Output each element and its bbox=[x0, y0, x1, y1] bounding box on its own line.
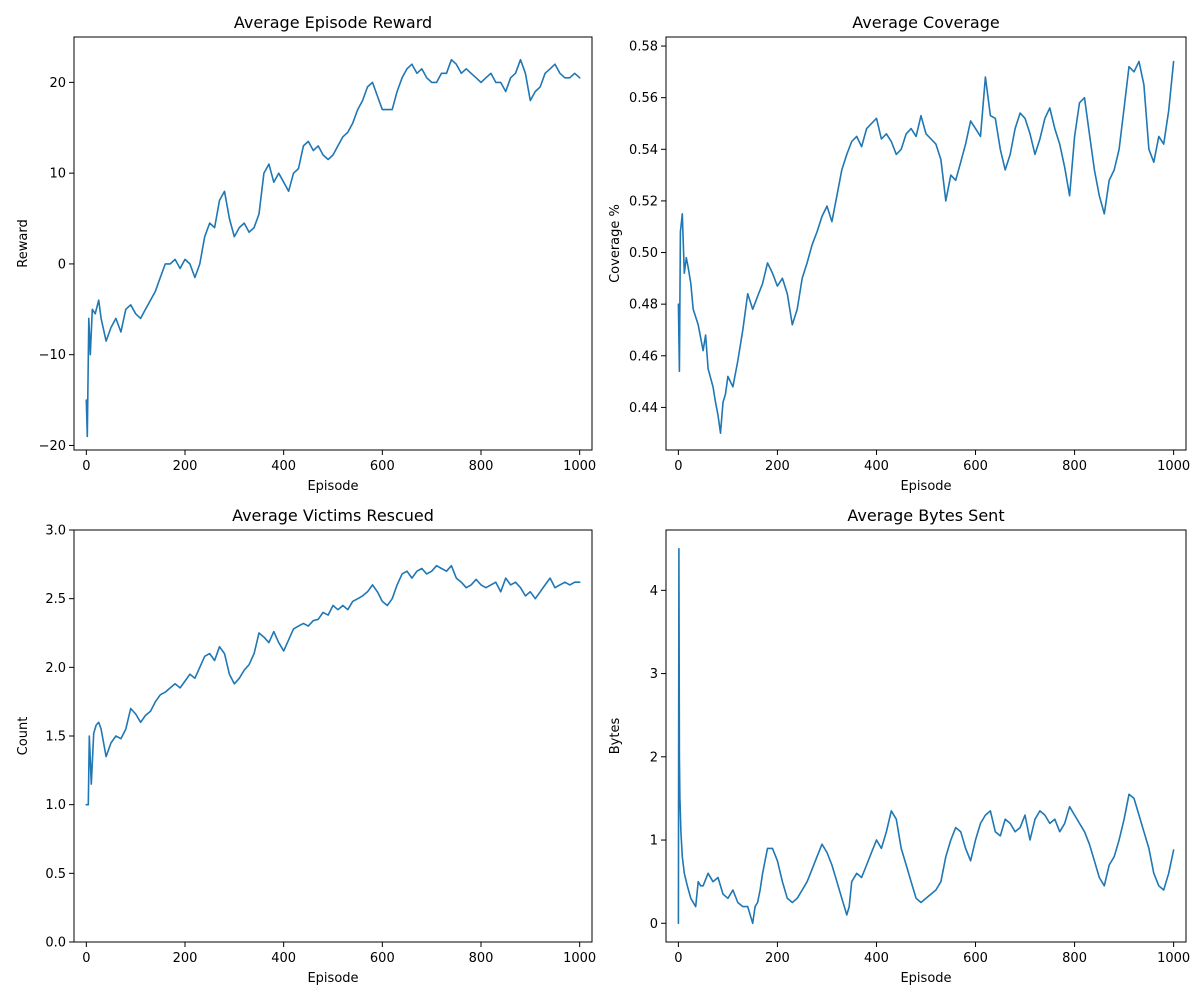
y-tick-label: 20 bbox=[49, 76, 66, 91]
y-tick-label: 0.44 bbox=[629, 401, 658, 416]
plot-frame bbox=[665, 36, 1187, 451]
chart-panel-4: 0 200 400 600 800 1000 0 1 2 3 4 Average Bytes Sent… bbox=[608, 506, 1190, 986]
y-axis-label: Reward bbox=[16, 219, 31, 267]
series-line-1 bbox=[85, 58, 581, 438]
x-tick-label: 600 bbox=[963, 951, 988, 966]
series-line-1 bbox=[85, 564, 581, 806]
x-axis-label: Episode bbox=[900, 479, 951, 494]
y-tick-label: 0.52 bbox=[629, 194, 658, 209]
series-line-1 bbox=[677, 60, 1175, 435]
x-tick-label: 0 bbox=[82, 459, 90, 474]
x-tick-label: 0 bbox=[82, 951, 90, 966]
y-tick-label: 3 bbox=[650, 667, 658, 682]
y-tick-label: 0.54 bbox=[629, 143, 658, 158]
y-tick-label: −10 bbox=[39, 348, 66, 363]
x-tick-label: 600 bbox=[370, 951, 395, 966]
x-tick-label: 600 bbox=[370, 459, 395, 474]
x-tick-label: 400 bbox=[271, 459, 296, 474]
x-tick-label: 1000 bbox=[1157, 459, 1190, 474]
y-tick-label: 0.0 bbox=[45, 936, 66, 951]
x-tick-label: 200 bbox=[765, 459, 790, 474]
y-tick-label: 1.5 bbox=[45, 730, 66, 745]
y-axis-label: Coverage % bbox=[608, 204, 623, 283]
x-axis-label: Episode bbox=[307, 971, 358, 986]
chart-panel-3: 0 200 400 600 800 1000 0.0 0.5 1.0 1.5 2.0 2.5 3.0 Av… bbox=[16, 506, 596, 986]
y-tick-label: 1.0 bbox=[45, 798, 66, 813]
y-tick-label: 0.56 bbox=[629, 91, 658, 106]
x-tick-label: 0 bbox=[674, 951, 682, 966]
chart-title: Average Coverage bbox=[852, 13, 999, 32]
y-tick-label: −20 bbox=[39, 439, 66, 454]
x-tick-label: 200 bbox=[173, 951, 198, 966]
x-tick-label: 800 bbox=[469, 459, 494, 474]
plot-frame bbox=[665, 529, 1187, 943]
y-tick-label: 1 bbox=[650, 834, 658, 849]
chart-title: Average Victims Rescued bbox=[232, 506, 434, 525]
x-tick-label: 1000 bbox=[1157, 951, 1190, 966]
chart-title: Average Bytes Sent bbox=[847, 506, 1004, 525]
x-tick-label: 200 bbox=[765, 951, 790, 966]
y-tick-label: 2 bbox=[650, 750, 658, 765]
y-tick-label: 2.0 bbox=[45, 661, 66, 676]
series-line-1 bbox=[677, 547, 1175, 925]
y-axis-label: Bytes bbox=[608, 718, 623, 755]
plot-frame bbox=[73, 529, 593, 943]
plot-frame bbox=[73, 36, 593, 451]
x-tick-label: 600 bbox=[963, 459, 988, 474]
y-tick-label: 10 bbox=[49, 167, 66, 182]
y-tick-label: 0.50 bbox=[629, 246, 658, 261]
x-tick-label: 200 bbox=[173, 459, 198, 474]
x-tick-label: 800 bbox=[1062, 459, 1087, 474]
chart-panel-1: 0 200 400 600 800 1000 −20 −10 0 10 20 Average Epis… bbox=[16, 13, 596, 494]
y-tick-label: 0 bbox=[650, 917, 658, 932]
x-tick-label: 1000 bbox=[563, 951, 596, 966]
y-tick-label: 0.48 bbox=[629, 298, 658, 313]
y-axis-label: Count bbox=[16, 717, 31, 756]
x-tick-label: 1000 bbox=[563, 459, 596, 474]
y-tick-label: 0.5 bbox=[45, 867, 66, 882]
x-tick-label: 0 bbox=[674, 459, 682, 474]
y-tick-label: 0.46 bbox=[629, 349, 658, 364]
y-tick-label: 0 bbox=[58, 257, 66, 272]
x-tick-label: 400 bbox=[864, 951, 889, 966]
chart-panel-2: 0 200 400 600 800 1000 0.44 0.46 0.48 0.50 0.52 0.5… bbox=[608, 13, 1190, 494]
x-tick-label: 400 bbox=[271, 951, 296, 966]
y-tick-label: 3.0 bbox=[45, 524, 66, 539]
x-tick-label: 800 bbox=[469, 951, 494, 966]
y-tick-label: 0.58 bbox=[629, 40, 658, 55]
chart-title: Average Episode Reward bbox=[234, 13, 432, 32]
x-axis-label: Episode bbox=[307, 479, 358, 494]
x-tick-label: 400 bbox=[864, 459, 889, 474]
y-tick-label: 4 bbox=[650, 584, 658, 599]
y-tick-label: 2.5 bbox=[45, 592, 66, 607]
x-tick-label: 800 bbox=[1062, 951, 1087, 966]
x-axis-label: Episode bbox=[900, 971, 951, 986]
